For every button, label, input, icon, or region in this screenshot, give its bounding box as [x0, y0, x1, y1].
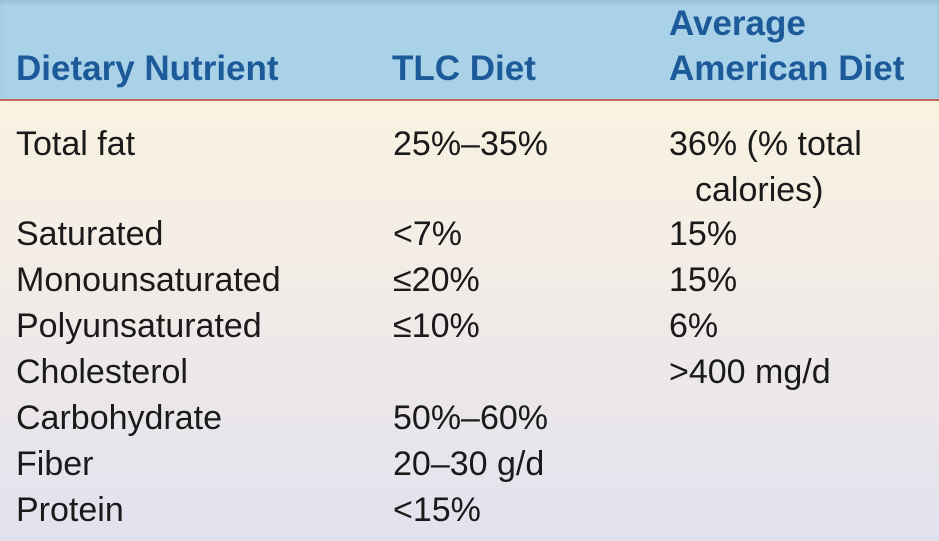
row-total-fat-american-line2: calories) — [695, 171, 824, 209]
row-total-fat-american-line1: 36% (% total — [669, 125, 862, 163]
row-cholesterol-american: >400 mg/d — [669, 353, 831, 391]
row-total-fat-nutrient: Total fat — [16, 125, 136, 163]
row-cholesterol-nutrient: Cholesterol — [16, 353, 188, 391]
row-carbohydrate-nutrient: Carbohydrate — [16, 399, 223, 437]
row-saturated-tlc: <7% — [393, 215, 462, 253]
row-protein-tlc: <15% — [393, 491, 481, 529]
row-monounsaturated-nutrient: Monounsaturated — [16, 261, 281, 299]
row-fiber-nutrient: Fiber — [16, 445, 94, 483]
row-polyunsaturated-tlc: ≤10% — [393, 307, 480, 345]
row-polyunsaturated-nutrient: Polyunsaturated — [16, 307, 262, 345]
row-polyunsaturated-american: 6% — [669, 307, 719, 345]
row-monounsaturated-tlc: ≤20% — [393, 261, 480, 299]
row-saturated-american: 15% — [669, 215, 738, 253]
column-header-american-diet: Average American Diet — [669, 1, 904, 91]
row-fiber-tlc: 20–30 g/d — [393, 445, 545, 483]
row-carbohydrate-tlc: 50%–60% — [393, 399, 549, 437]
row-saturated-nutrient: Saturated — [16, 215, 164, 253]
table-header — [0, 0, 939, 100]
row-total-fat-tlc: 25%–35% — [393, 125, 549, 163]
header-divider — [0, 99, 939, 101]
row-total-fat-american: 36% (% total calories) — [669, 121, 862, 213]
column-header-american-line2: American Diet — [669, 49, 905, 88]
row-monounsaturated-american: 15% — [669, 261, 738, 299]
row-protein-nutrient: Protein — [16, 491, 124, 529]
column-header-nutrient: Dietary Nutrient — [16, 49, 279, 88]
column-header-tlc-diet: TLC Diet — [392, 49, 536, 88]
column-header-american-line1: Average — [669, 4, 806, 43]
